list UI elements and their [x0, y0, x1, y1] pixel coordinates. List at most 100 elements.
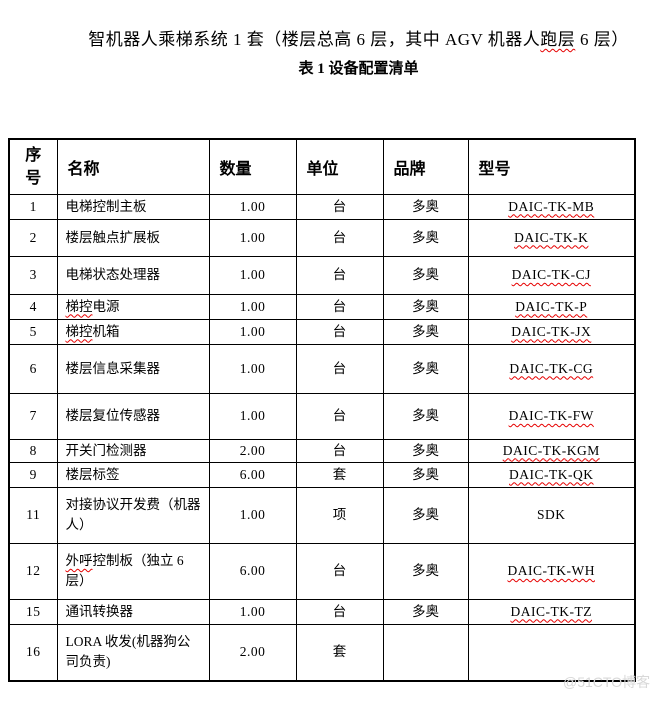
header-name: 名称: [56, 138, 210, 195]
cell-unit: 套: [295, 623, 384, 682]
table-row: 11 对接协议开发费（机器人） 1.00 项多奥 SDK: [8, 486, 636, 544]
cell-model: [467, 623, 636, 682]
cell-model: DAIC-TK-QK: [467, 461, 636, 488]
cell-unit: 项: [295, 486, 384, 544]
cell-no: 6: [8, 343, 58, 394]
table-caption: 表 1 设备配置清单: [298, 61, 419, 77]
cell-name: 楼层复位传感器: [56, 392, 210, 440]
table-row: 3 电梯状态处理器 1.00 台多奥 DAIC-TK-CJ: [8, 255, 636, 295]
spellcheck-text: DAIC-TK-TZ: [510, 603, 592, 619]
cell-model: DAIC-TK-KGM: [467, 438, 636, 463]
cell-no: 16: [8, 623, 58, 682]
spellcheck-text: DAIC-TK-JX: [511, 323, 592, 339]
cell-brand: 多奥: [382, 598, 469, 625]
cell-brand: 多奥: [382, 255, 469, 295]
cell-name: 开关门检测器: [56, 438, 210, 463]
cell-name: 外呼控制板（独立 6 层）: [56, 542, 210, 600]
cell-brand: 多奥: [382, 343, 469, 394]
cell-qty: 1.00: [208, 218, 297, 257]
spellcheck-text: 梯控: [65, 298, 93, 314]
cell-name: 楼层标签: [56, 461, 210, 488]
cell-name: 梯控机箱: [56, 318, 210, 345]
cell-qty: 2.00: [208, 623, 297, 682]
cell-model: DAIC-TK-JX: [467, 318, 636, 345]
cell-brand: 多奥: [382, 318, 469, 345]
document-title-text: 智机器人乘梯系统 1 套（楼层总高 6 层，其中 AGV 机器人: [88, 30, 541, 49]
table-row: 7 楼层复位传感器 1.00 台多奥 DAIC-TK-FW: [8, 392, 636, 440]
cell-brand: 多奥: [382, 193, 469, 220]
cell-brand: 多奥: [382, 218, 469, 257]
spellcheck-text: DAIC-TK-MB: [508, 198, 595, 214]
spellcheck-text: DAIC-TK-QK: [509, 466, 594, 482]
cell-unit: 台: [295, 343, 384, 394]
cell-name: 对接协议开发费（机器人）: [56, 486, 210, 544]
cell-brand: 多奥: [382, 461, 469, 488]
header-brand: 品牌: [382, 138, 469, 195]
cell-qty: 1.00: [208, 343, 297, 394]
cell-name: 电梯状态处理器: [56, 255, 210, 295]
header-unit: 单位: [295, 138, 384, 195]
cell-unit: 台: [295, 542, 384, 600]
cell-qty: 6.00: [208, 542, 297, 600]
cell-unit: 套: [295, 461, 384, 488]
watermark: @51CTO博客: [563, 674, 651, 690]
cell-no: 3: [8, 255, 58, 295]
cell-model: DAIC-TK-K: [467, 218, 636, 257]
cell-qty: 1.00: [208, 598, 297, 625]
cell-model: DAIC-TK-FW: [467, 392, 636, 440]
cell-name: 楼层触点扩展板: [56, 218, 210, 257]
table-row: 15 通讯转换器 1.00 台多奥 DAIC-TK-TZ: [8, 598, 636, 625]
document-title-spellcheck-text: 跑层: [540, 30, 576, 49]
cell-model: SDK: [467, 486, 636, 544]
cell-unit: 台: [295, 293, 384, 320]
spellcheck-text: DAIC-TK-K: [514, 229, 589, 245]
cell-name: 梯控电源: [56, 293, 210, 320]
table-row: 8 开关门检测器 2.00 台多奥 DAIC-TK-KGM: [8, 438, 636, 463]
cell-unit: 台: [295, 255, 384, 295]
cell-no: 15: [8, 598, 58, 625]
cell-no: 8: [8, 438, 58, 463]
cell-model: DAIC-TK-CJ: [467, 255, 636, 295]
cell-name: 通讯转换器: [56, 598, 210, 625]
cell-qty: 2.00: [208, 438, 297, 463]
spellcheck-text: DAIC-TK-FW: [508, 408, 594, 423]
cell-model: DAIC-TK-MB: [467, 193, 636, 220]
cell-qty: 6.00: [208, 461, 297, 488]
cell-unit: 台: [295, 392, 384, 440]
cell-brand: 多奥: [382, 486, 469, 544]
table-row: 9 楼层标签 6.00 套多奥 DAIC-TK-QK: [8, 461, 636, 488]
cell-qty: 1.00: [208, 255, 297, 295]
cell-brand: 多奥: [382, 293, 469, 320]
cell-qty: 1.00: [208, 392, 297, 440]
table-row: 2 楼层触点扩展板 1.00 台多奥 DAIC-TK-K: [8, 218, 636, 257]
spellcheck-text: DAIC-TK-KGM: [502, 442, 600, 458]
table-row: 12 外呼控制板（独立 6 层） 6.00 台多奥 DAIC-TK-WH: [8, 542, 636, 600]
spellcheck-text: DAIC-TK-CJ: [511, 267, 591, 282]
cell-unit: 台: [295, 438, 384, 463]
spellcheck-text: 外呼: [65, 553, 93, 568]
cell-qty: 1.00: [208, 293, 297, 320]
header-no: 序号: [8, 138, 58, 195]
cell-no: 4: [8, 293, 58, 320]
cell-no: 12: [8, 542, 58, 600]
document-header: 智机器人乘梯系统 1 套（楼层总高 6 层，其中 AGV 机器人跑层 6 层） …: [0, 28, 665, 80]
spellcheck-text: 梯控: [65, 323, 93, 339]
cell-brand: 多奥: [382, 542, 469, 600]
cell-name: 电梯控制主板: [56, 193, 210, 220]
cell-name: 楼层信息采集器: [56, 343, 210, 394]
header-no-label: 序号: [25, 146, 42, 187]
header-qty: 数量: [208, 138, 297, 195]
table-row: 5 梯控机箱 1.00 台多奥 DAIC-TK-JX: [8, 318, 636, 345]
cell-no: 9: [8, 461, 58, 488]
cell-model: DAIC-TK-WH: [467, 542, 636, 600]
cell-brand: [382, 623, 469, 682]
cell-unit: 台: [295, 193, 384, 220]
table-row: 16 LORA 收发(机器狗公司负责) 2.00 套: [8, 623, 636, 682]
cell-unit: 台: [295, 218, 384, 257]
cell-no: 5: [8, 318, 58, 345]
cell-model: DAIC-TK-CG: [467, 343, 636, 394]
cell-unit: 台: [295, 318, 384, 345]
table-row: 4 梯控电源 1.00 台多奥 DAIC-TK-P: [8, 293, 636, 320]
document-title: 智机器人乘梯系统 1 套（楼层总高 6 层，其中 AGV 机器人跑层 6 层）: [52, 28, 665, 52]
cell-model: DAIC-TK-P: [467, 293, 636, 320]
